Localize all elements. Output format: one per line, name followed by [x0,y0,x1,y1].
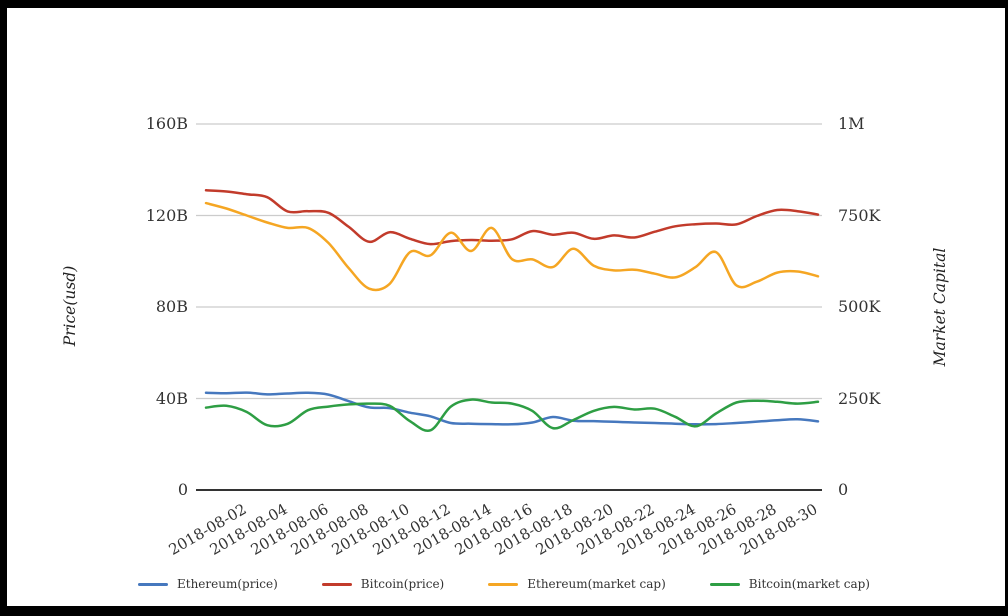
series-line-bitcoin-market-cap [204,398,820,433]
left-axis-title: Price(usd) [61,265,79,347]
legend-label: Ethereum(market cap) [527,577,666,591]
legend-item-ethereum-market-cap[interactable]: Ethereum(market cap) [488,577,666,591]
legend-item-bitcoin-price[interactable]: Bitcoin(price) [321,577,445,591]
right-axis-tick-label: 250K [838,388,881,408]
legend-label: Bitcoin(market cap) [748,577,870,591]
series-line-ethereum-market-cap [204,201,820,292]
legend-item-bitcoin-market-cap[interactable]: Bitcoin(market cap) [709,577,870,591]
right-axis-title: Market Capital [931,247,949,367]
right-axis-tick-label: 500K [838,297,881,316]
left-axis-tick-label: 0 [177,480,188,499]
legend-swatch-icon [488,582,519,586]
legend-item-ethereum-price[interactable]: Ethereum(price) [137,577,278,591]
right-axis-tick-label: 0 [838,480,849,499]
legend-swatch-icon [321,582,352,586]
left-axis-tick-label: 160B [145,114,188,133]
legend: Ethereum(price) Bitcoin(price) Ethereum(ma… [0,572,1008,596]
right-axis-tick-label: 750K [838,205,881,225]
legend-label: Bitcoin(price) [360,577,445,591]
left-axis-tick-label: 40B [155,388,188,408]
right-axis-tick-label: 1M [838,114,865,133]
series-line-bitcoin-price [204,189,820,246]
series-line-ethereum-price [204,391,820,426]
legend-swatch-icon [137,582,168,586]
legend-swatch-icon [709,582,740,586]
left-axis-tick-label: 80B [155,297,188,316]
legend-label: Ethereum(price) [176,577,278,591]
left-axis-tick-label: 120B [145,205,188,225]
